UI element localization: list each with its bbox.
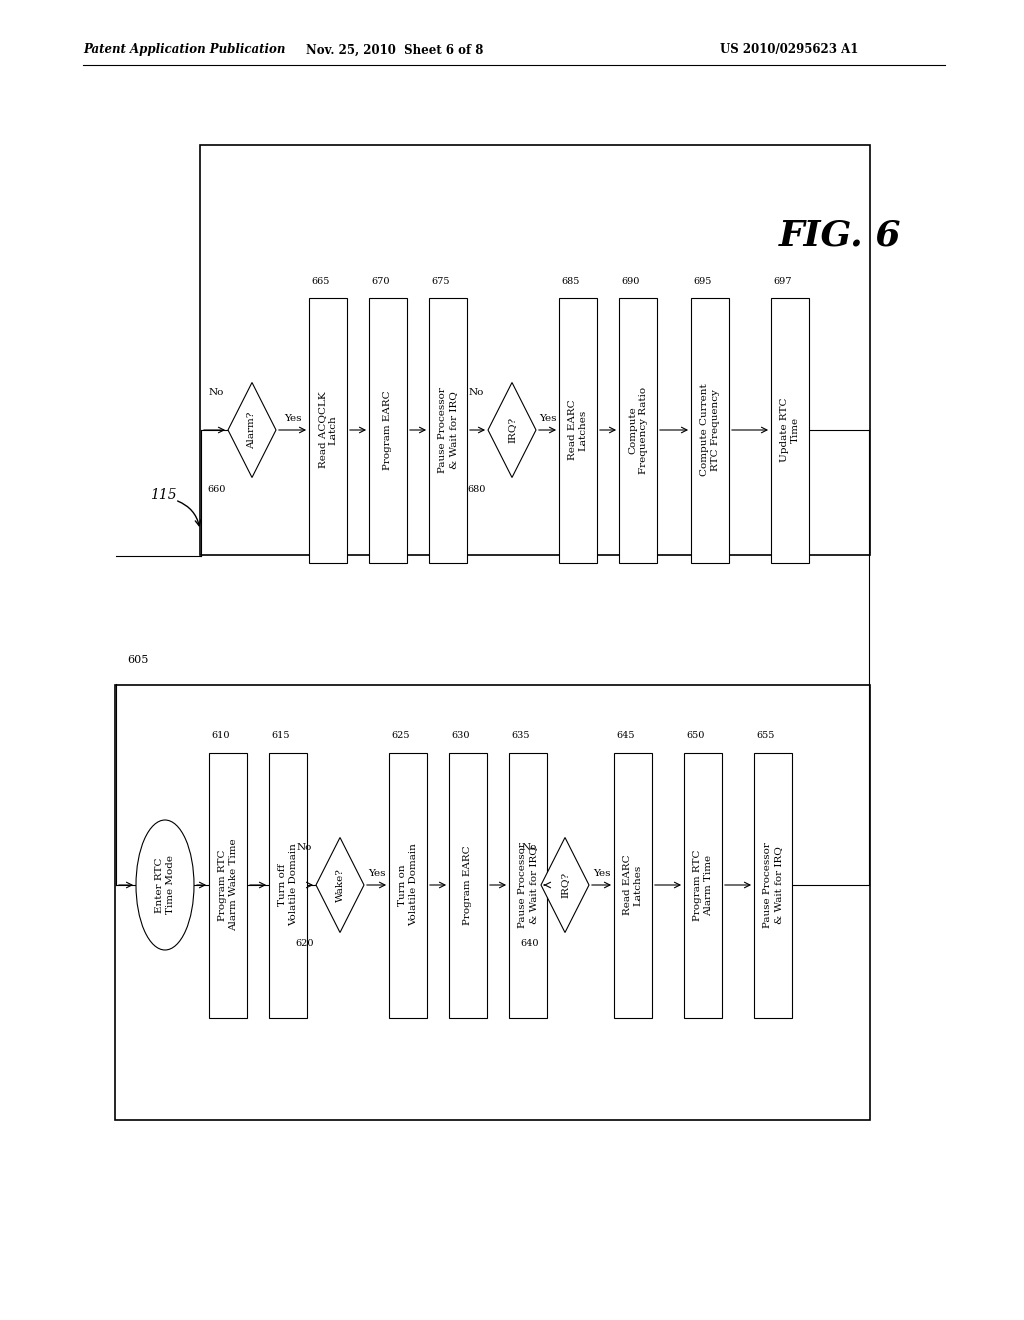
Text: 695: 695: [693, 276, 712, 285]
Text: 670: 670: [371, 276, 389, 285]
Text: Yes: Yes: [284, 414, 301, 422]
Polygon shape: [488, 383, 536, 478]
Text: Pause Processor
& Wait for IRQ: Pause Processor & Wait for IRQ: [763, 842, 782, 928]
Text: No: No: [521, 843, 537, 851]
Text: No: No: [296, 843, 311, 851]
Text: 650: 650: [686, 731, 705, 741]
Text: Yes: Yes: [593, 869, 610, 878]
Text: 620: 620: [296, 940, 314, 949]
Text: 685: 685: [561, 276, 580, 285]
FancyBboxPatch shape: [684, 752, 722, 1018]
Text: Turn on
Volatile Domain: Turn on Volatile Domain: [398, 843, 418, 927]
Text: Enter RTC
Time Mode: Enter RTC Time Mode: [156, 855, 175, 915]
Text: 625: 625: [391, 731, 410, 741]
FancyBboxPatch shape: [509, 752, 547, 1018]
Text: Yes: Yes: [368, 869, 385, 878]
FancyBboxPatch shape: [771, 297, 809, 562]
Text: No: No: [208, 388, 223, 397]
Text: No: No: [468, 388, 483, 397]
FancyBboxPatch shape: [691, 297, 729, 562]
Text: Read EARC
Latches: Read EARC Latches: [624, 854, 643, 915]
Text: Program RTC
Alarm Time: Program RTC Alarm Time: [693, 849, 713, 921]
Text: Turn off
Volatile Domain: Turn off Volatile Domain: [279, 843, 298, 927]
Text: Program RTC
Alarm Wake Time: Program RTC Alarm Wake Time: [218, 838, 238, 932]
FancyBboxPatch shape: [369, 297, 407, 562]
Text: Yes: Yes: [539, 414, 556, 422]
FancyBboxPatch shape: [209, 752, 247, 1018]
Text: Patent Application Publication: Patent Application Publication: [83, 44, 286, 57]
FancyBboxPatch shape: [559, 297, 597, 562]
FancyBboxPatch shape: [449, 752, 487, 1018]
Polygon shape: [228, 383, 276, 478]
Polygon shape: [316, 837, 364, 932]
FancyBboxPatch shape: [429, 297, 467, 562]
Ellipse shape: [136, 820, 194, 950]
Text: 615: 615: [271, 731, 290, 741]
Text: Program EARC: Program EARC: [464, 845, 472, 925]
Text: 680: 680: [468, 484, 486, 494]
FancyBboxPatch shape: [115, 685, 870, 1119]
Text: 655: 655: [756, 731, 774, 741]
Text: 630: 630: [451, 731, 469, 741]
Text: Alarm?: Alarm?: [248, 412, 256, 449]
Text: 675: 675: [431, 276, 450, 285]
Text: 635: 635: [511, 731, 529, 741]
Text: US 2010/0295623 A1: US 2010/0295623 A1: [720, 44, 858, 57]
Text: Read ACQCLK
Latch: Read ACQCLK Latch: [318, 392, 338, 469]
FancyBboxPatch shape: [614, 752, 652, 1018]
FancyBboxPatch shape: [618, 297, 657, 562]
Text: Compute
Frequency Ratio: Compute Frequency Ratio: [629, 387, 648, 474]
Text: 690: 690: [621, 276, 639, 285]
Text: Program EARC: Program EARC: [384, 391, 392, 470]
Text: Pause Processor
& Wait for IRQ: Pause Processor & Wait for IRQ: [438, 387, 458, 473]
Text: Update RTC
Time: Update RTC Time: [780, 397, 800, 462]
Text: FIG. 6: FIG. 6: [778, 218, 901, 252]
Text: Nov. 25, 2010  Sheet 6 of 8: Nov. 25, 2010 Sheet 6 of 8: [306, 44, 483, 57]
Text: Compute Current
RTC Frequency: Compute Current RTC Frequency: [700, 384, 720, 477]
FancyBboxPatch shape: [309, 297, 347, 562]
Text: 697: 697: [773, 276, 792, 285]
Text: Read EARC
Latches: Read EARC Latches: [568, 400, 588, 461]
FancyBboxPatch shape: [269, 752, 307, 1018]
Text: 660: 660: [208, 484, 226, 494]
Text: 610: 610: [211, 731, 229, 741]
FancyBboxPatch shape: [200, 145, 870, 554]
Text: 665: 665: [311, 276, 330, 285]
Text: IRQ?: IRQ?: [508, 417, 516, 444]
Polygon shape: [541, 837, 589, 932]
Text: 640: 640: [520, 940, 539, 949]
Text: 605: 605: [127, 655, 148, 665]
Text: IRQ?: IRQ?: [560, 873, 569, 898]
Text: Pause Processor
& Wait for IRQ: Pause Processor & Wait for IRQ: [518, 842, 538, 928]
FancyBboxPatch shape: [389, 752, 427, 1018]
Text: Wake?: Wake?: [336, 869, 344, 902]
Text: 645: 645: [616, 731, 635, 741]
Text: 115: 115: [150, 488, 176, 502]
FancyBboxPatch shape: [754, 752, 792, 1018]
